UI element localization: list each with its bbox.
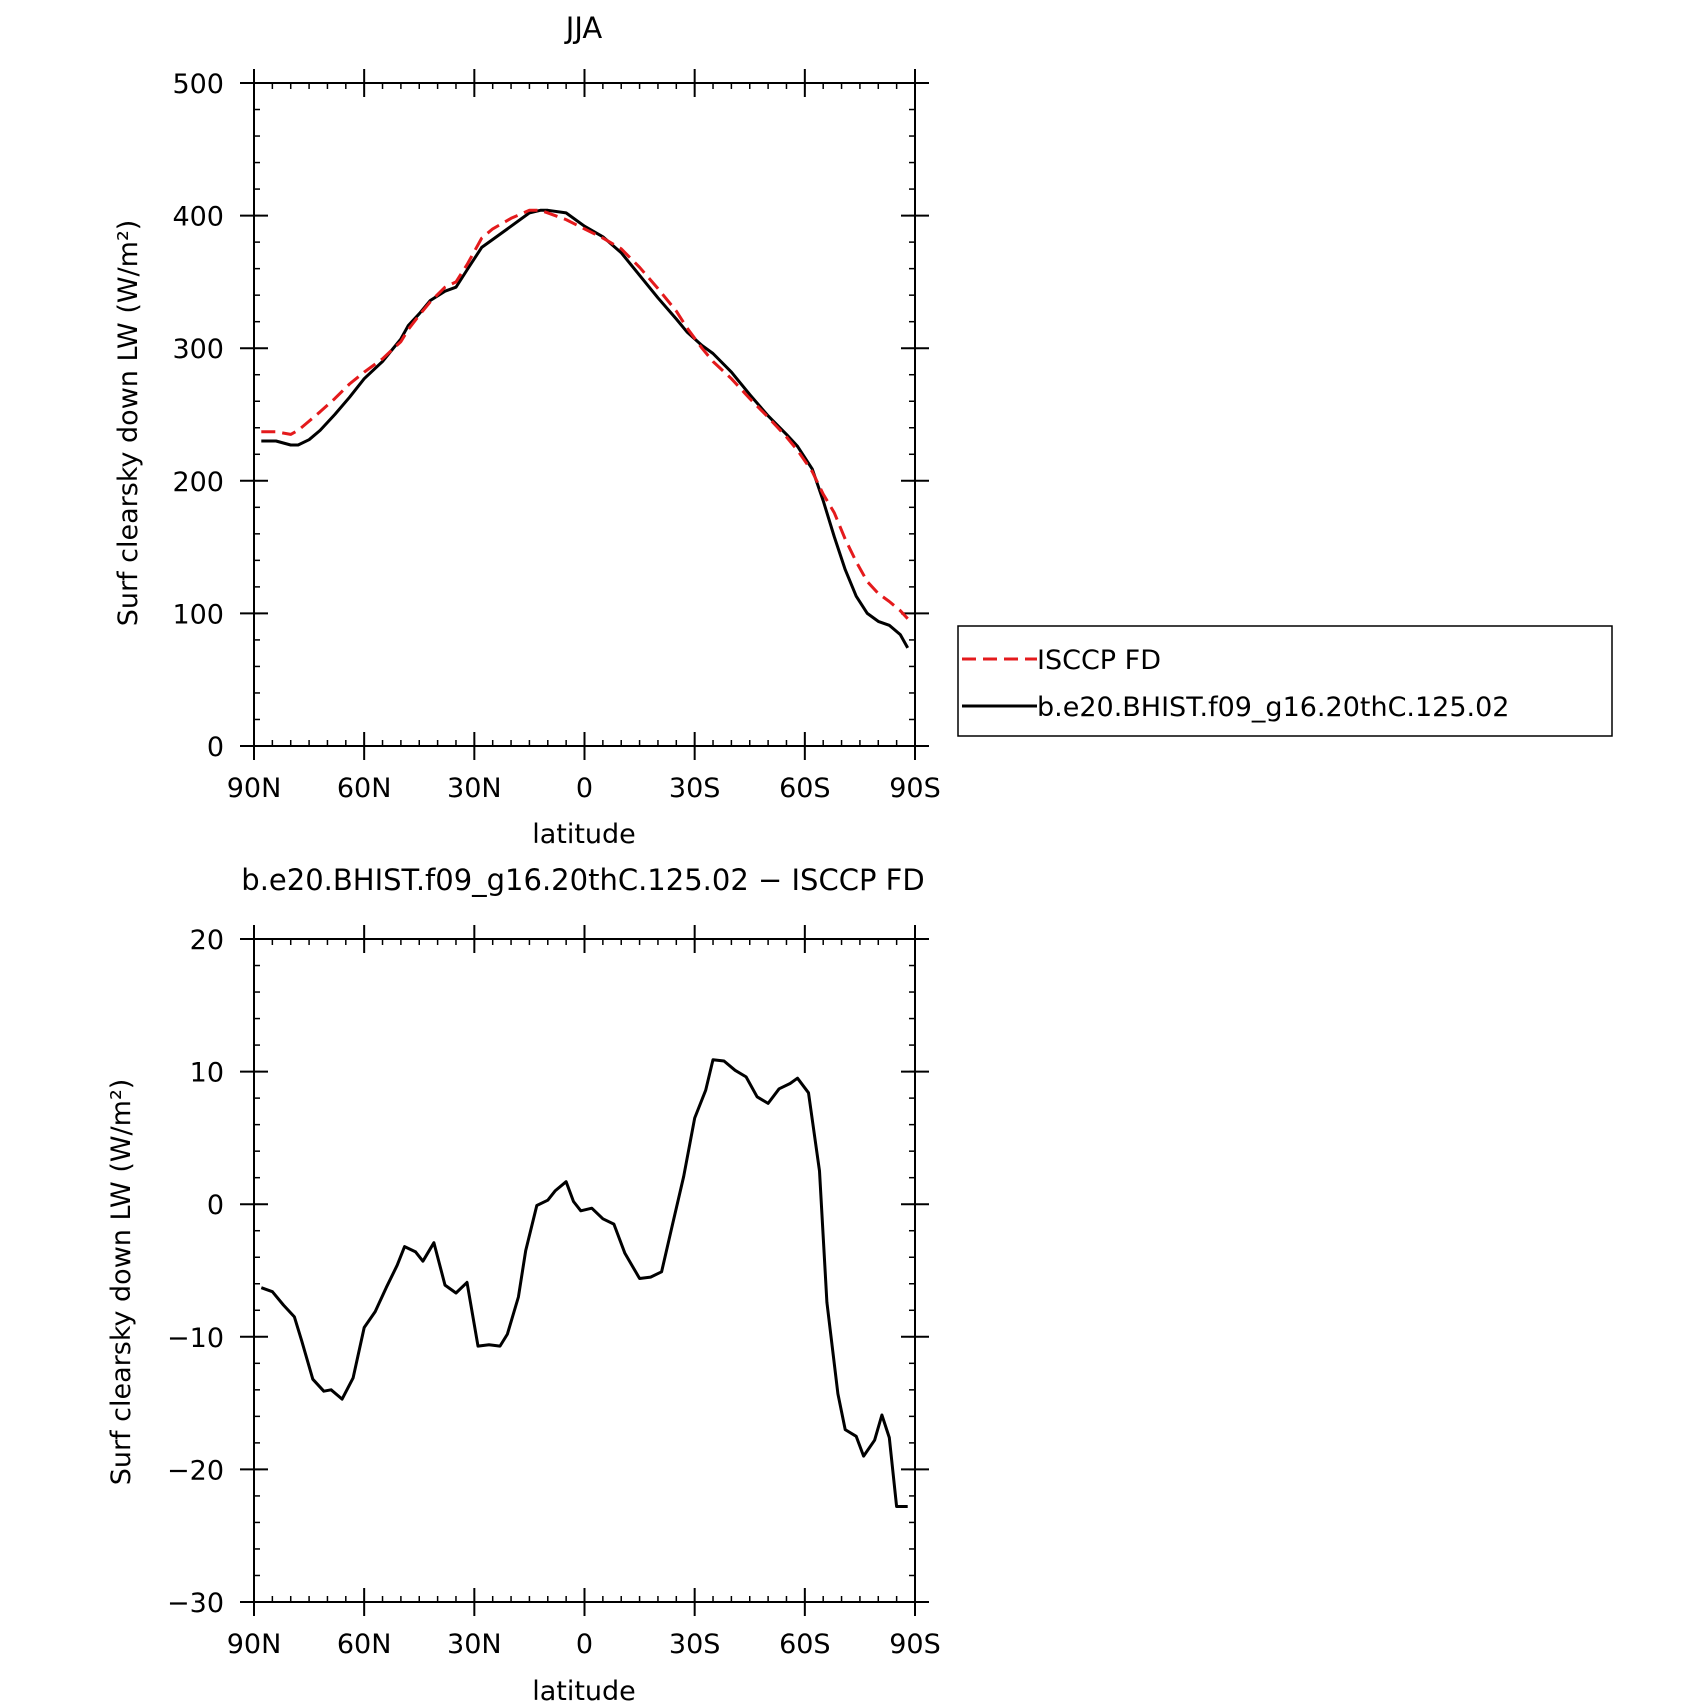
bottom-x-axis-label: latitude <box>532 1676 636 1702</box>
bottom-ticks: 90N 60N 30N 0 30S 60S 90S −30 −20 −10 0 10 20 <box>167 925 941 1660</box>
bottom-x-tick-label: 60S <box>779 1629 831 1660</box>
top-y-tick-label: 400 <box>172 202 224 233</box>
bottom-plot-frame <box>253 938 916 1603</box>
top-plot-area: 90N 60N 30N 0 30S 60S 90S 0 100 200 300 400 500 <box>172 69 941 804</box>
top-x-tick-label: 30N <box>447 773 502 804</box>
bottom-x-tick-label: 90S <box>889 1629 941 1660</box>
top-y-tick-label: 0 <box>207 732 224 763</box>
legend-label-model: b.e20.BHIST.f09_g16.20thC.125.02 <box>1037 692 1509 723</box>
top-x-tick-label: 60N <box>337 773 392 804</box>
bottom-y-tick-label: −20 <box>167 1455 224 1486</box>
top-x-axis-label: latitude <box>532 819 636 850</box>
top-series-line-model <box>261 208 910 649</box>
bottom-x-tick-label: 0 <box>576 1629 593 1660</box>
bottom-panel-title: b.e20.BHIST.f09_g16.20thC.125.02 − ISCCP… <box>241 863 924 897</box>
top-y-axis-label: Surf clearsky down LW (W/m²) <box>113 220 144 627</box>
top-panel-title: JJA <box>564 11 603 45</box>
top-x-tick-label: 90S <box>889 773 941 804</box>
top-plot-frame <box>253 82 916 747</box>
bottom-x-tick-label: 60N <box>337 1629 392 1660</box>
top-y-tick-label: 100 <box>172 599 224 630</box>
top-panel: JJA 90N 60N 30N 0 30S 60S 90S0100200300400500 … <box>113 11 941 850</box>
bottom-panel: b.e20.BHIST.f09_g16.20thC.125.02 − ISCCP… <box>106 863 941 1702</box>
top-x-tick-label: 90N <box>227 773 282 804</box>
legend-label-isccp: ISCCP FD <box>1037 645 1161 676</box>
bottom-plot-area: 90N 60N 30N 0 30S 60S 90S −30 −20 −10 0 10 20 <box>167 925 941 1660</box>
bottom-y-tick-label: −10 <box>167 1323 224 1354</box>
top-y-tick-label: 500 <box>172 69 224 100</box>
top-y-tick-label: 300 <box>172 334 224 365</box>
bottom-y-tick-label: 0 <box>207 1190 224 1221</box>
bottom-y-axis-label: Surf clearsky down LW (W/m²) <box>106 1079 137 1486</box>
top-series-line-isccp <box>261 208 909 620</box>
top-x-tick-label: 30S <box>669 773 721 804</box>
bottom-x-tick-label: 30N <box>447 1629 502 1660</box>
top-ticks: 90N 60N 30N 0 30S 60S 90S 0 100 200 300 400 500 <box>172 69 941 804</box>
bottom-y-tick-label: 20 <box>190 925 224 956</box>
top-x-tick-label: 60S <box>779 773 831 804</box>
top-y-tick-label: 200 <box>172 467 224 498</box>
legend: ISCCP FD b.e20.BHIST.f09_g16.20thC.125.0… <box>957 625 1613 737</box>
bottom-x-tick-label: 30S <box>669 1629 721 1660</box>
top-x-tick-label: 0 <box>576 773 593 804</box>
legend-box <box>957 625 1613 737</box>
bottom-series-line-difference <box>260 1058 908 1508</box>
bottom-y-tick-label: 10 <box>190 1058 224 1089</box>
bottom-y-tick-label: −30 <box>167 1588 224 1619</box>
bottom-x-tick-label: 90N <box>227 1629 282 1660</box>
